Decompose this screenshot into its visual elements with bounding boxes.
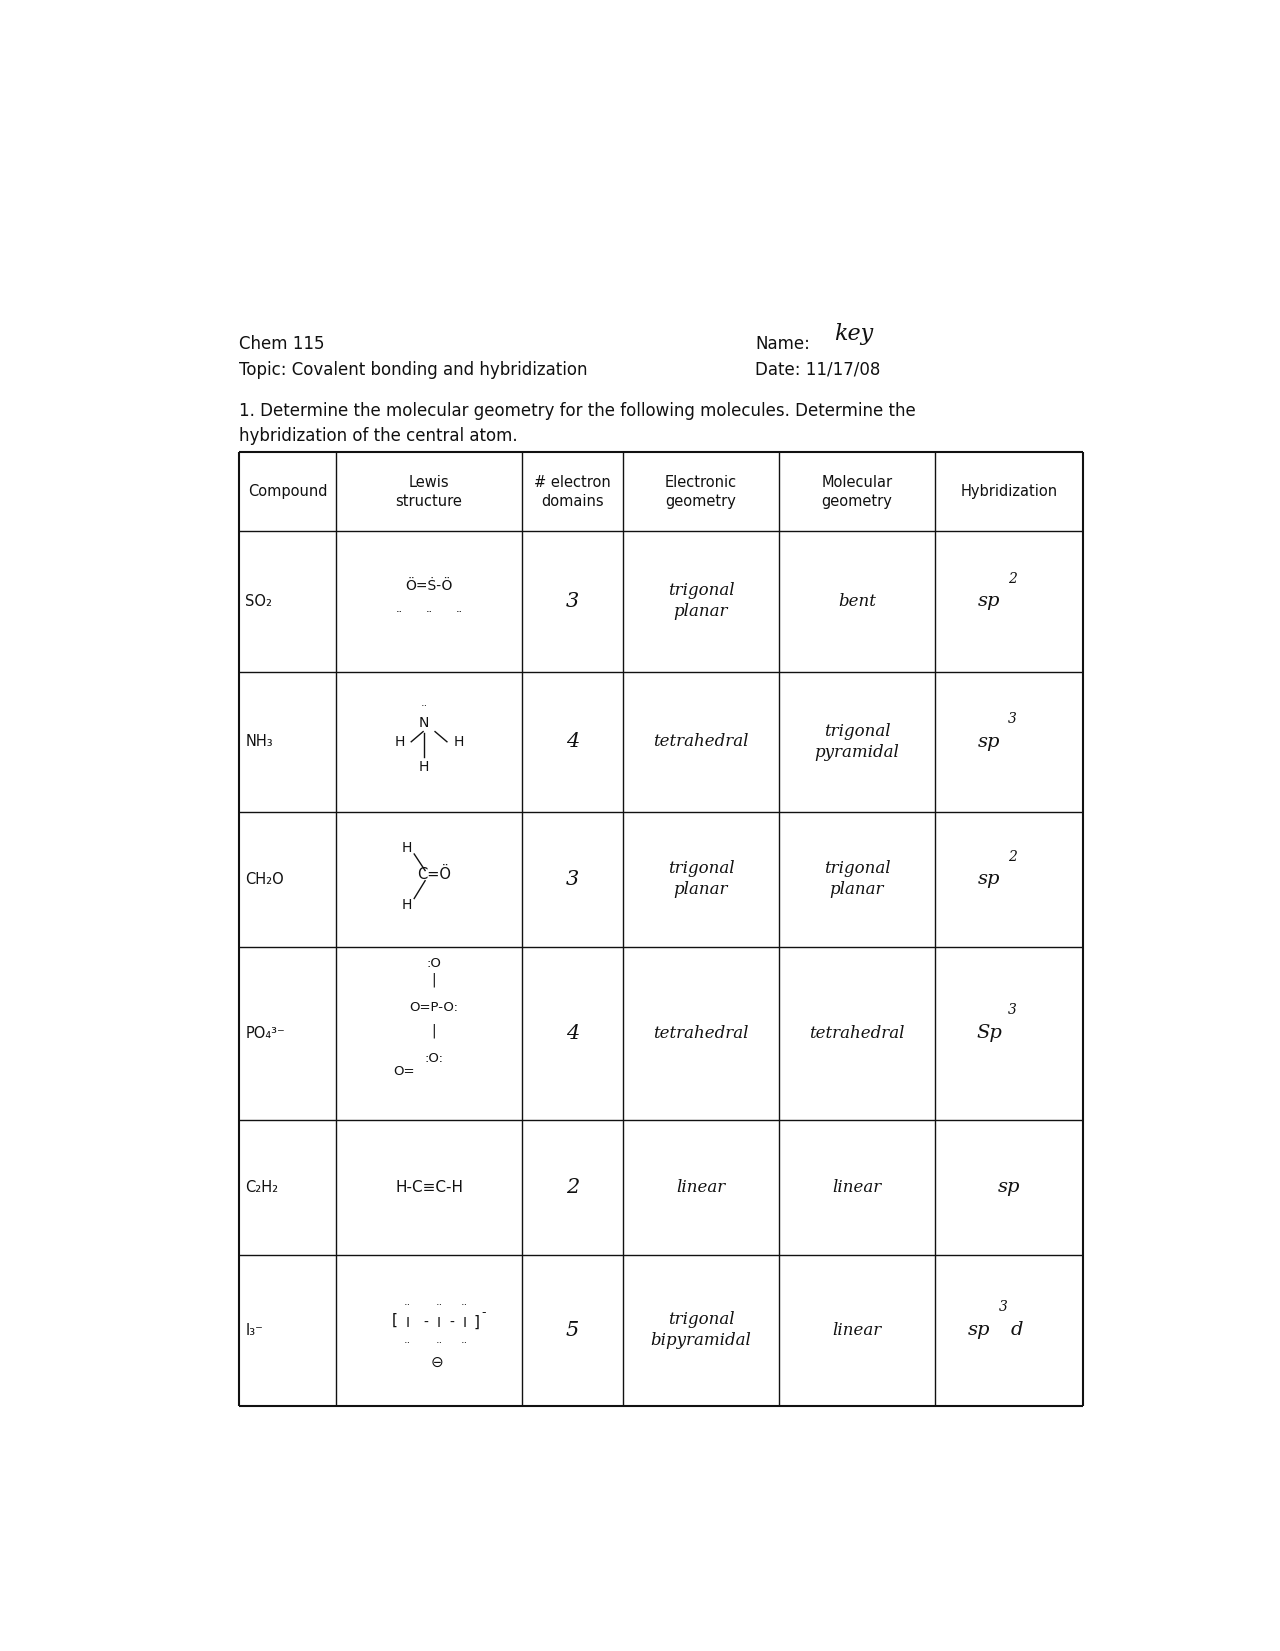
Text: ··: ·· [421,702,428,712]
Text: Compound: Compound [248,484,328,499]
Text: I₃⁻: I₃⁻ [246,1322,264,1337]
Text: ]: ] [474,1316,480,1331]
Text: 4: 4 [566,733,579,751]
Text: -: - [481,1306,486,1319]
Text: Lewis
structure: Lewis structure [396,475,462,509]
Text: tetrahedral: tetrahedral [653,1025,749,1042]
Text: [: [ [392,1313,397,1327]
Text: |: | [431,972,436,987]
Text: linear: linear [832,1179,882,1195]
Text: 2: 2 [1009,571,1018,586]
Text: H: H [419,759,429,774]
Text: Date: 11/17/08: Date: 11/17/08 [755,362,881,378]
Text: |: | [431,1024,436,1038]
Text: 2: 2 [1009,850,1018,863]
Text: d: d [1010,1321,1023,1339]
Text: ⊖: ⊖ [430,1354,443,1370]
Text: NH₃: NH₃ [246,735,273,750]
Text: trigonal
pyramidal: trigonal pyramidal [814,723,900,761]
Text: ··: ·· [403,1337,411,1347]
Text: 3: 3 [1009,712,1018,726]
Text: H: H [453,735,465,750]
Text: ··: ·· [435,1337,443,1347]
Text: 3: 3 [998,1301,1007,1314]
Text: sp: sp [978,733,1000,751]
Text: bent: bent [838,593,876,609]
Text: C=Ö: C=Ö [417,867,451,882]
Text: ··: ·· [461,1299,468,1309]
Text: 3: 3 [566,870,579,888]
Text: trigonal
planar: trigonal planar [668,583,735,621]
Text: H-C≡C-H: H-C≡C-H [396,1180,463,1195]
Text: -: - [424,1316,429,1329]
Text: Molecular
geometry: Molecular geometry [822,475,892,509]
Text: 4: 4 [566,1024,579,1043]
Text: ··: ·· [435,1299,443,1309]
Text: sp: sp [978,870,1000,888]
Text: ¨: ¨ [456,611,462,622]
Text: ¨: ¨ [397,611,402,622]
Text: SO₂: SO₂ [246,594,273,609]
Text: Sp: Sp [977,1024,1002,1042]
Text: :O: :O [426,958,442,969]
Text: O=: O= [393,1065,415,1078]
Text: Electronic
geometry: Electronic geometry [664,475,737,509]
Text: 3: 3 [1009,1004,1018,1017]
Text: trigonal
planar: trigonal planar [824,860,891,898]
Text: # electron
domains: # electron domains [534,475,611,509]
Text: 5: 5 [566,1321,579,1339]
Text: linear: linear [832,1322,882,1339]
Text: CH₂O: CH₂O [246,872,284,887]
Text: H: H [402,840,412,855]
Text: :O:: :O: [425,1052,444,1065]
Text: ¨: ¨ [426,611,433,622]
Text: trigonal
planar: trigonal planar [668,860,735,898]
Text: I: I [406,1316,410,1329]
Text: H: H [394,735,404,750]
Text: tetrahedral: tetrahedral [653,733,749,750]
Text: H: H [402,898,412,911]
Text: I: I [463,1316,467,1329]
Text: -: - [449,1316,454,1329]
Text: I: I [436,1316,442,1329]
Text: tetrahedral: tetrahedral [809,1025,905,1042]
Text: ··: ·· [403,1299,411,1309]
Text: Ö=Ṡ-Ö: Ö=Ṡ-Ö [406,580,453,593]
Text: 1. Determine the molecular geometry for the following molecules. Determine the
h: 1. Determine the molecular geometry for … [239,401,916,444]
Text: PO₄³⁻: PO₄³⁻ [246,1025,285,1040]
Text: C₂H₂: C₂H₂ [246,1180,279,1195]
Text: linear: linear [676,1179,726,1195]
Text: sp: sp [978,593,1000,611]
Text: ··: ·· [461,1337,468,1347]
Text: N: N [419,715,429,730]
Text: Chem 115: Chem 115 [239,335,325,353]
Text: O=P-O:: O=P-O: [410,1002,458,1014]
Text: Topic: Covalent bonding and hybridization: Topic: Covalent bonding and hybridizatio… [239,362,588,378]
Text: Hybridization: Hybridization [960,484,1057,499]
Text: sp: sp [968,1321,991,1339]
Text: 3: 3 [566,593,579,611]
Text: trigonal
bipyramidal: trigonal bipyramidal [650,1311,751,1349]
Text: sp: sp [997,1179,1020,1197]
Text: key: key [835,322,874,345]
Text: 2: 2 [566,1177,579,1197]
Text: Name:: Name: [755,335,810,353]
